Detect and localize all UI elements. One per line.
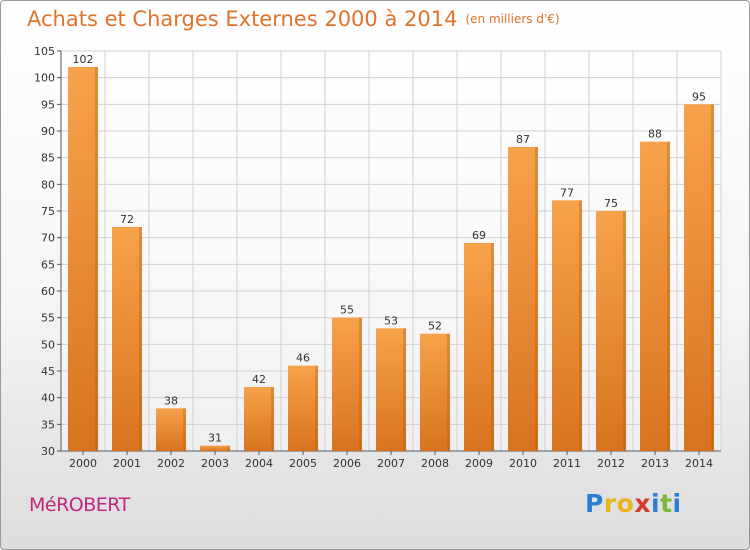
bar — [68, 67, 98, 451]
bar-shade — [402, 328, 406, 451]
bar-shade — [94, 67, 98, 451]
logo-letter: r — [603, 489, 617, 518]
data-label: 38 — [164, 394, 178, 407]
bar-shade — [490, 243, 494, 451]
bar — [156, 408, 186, 451]
data-label: 69 — [472, 229, 486, 242]
data-label: 55 — [340, 304, 354, 317]
x-tick-label: 2008 — [421, 457, 449, 470]
bar — [684, 104, 714, 451]
x-tick-label: 2011 — [553, 457, 581, 470]
y-tick-label: 80 — [41, 178, 55, 191]
bar-shade — [358, 317, 362, 451]
y-tick-label: 95 — [41, 98, 55, 111]
y-tick-label: 40 — [41, 392, 55, 405]
bar-shade — [622, 211, 626, 451]
commune-name: MéROBERT — [29, 494, 130, 516]
chart-title-text: Achats et Charges Externes 2000 à 2014 — [27, 7, 458, 31]
y-tick-label: 65 — [41, 258, 55, 271]
bars — [68, 67, 714, 451]
x-tick-label: 2012 — [597, 457, 625, 470]
bar — [244, 387, 274, 451]
chart-title: Achats et Charges Externes 2000 à 2014 (e… — [27, 7, 560, 31]
data-label: 53 — [384, 314, 398, 327]
bar — [640, 141, 670, 451]
data-label: 77 — [560, 186, 574, 199]
data-label: 102 — [73, 53, 94, 66]
bar — [508, 147, 538, 451]
bar-shade — [314, 365, 318, 451]
logo-letter: x — [634, 489, 651, 518]
y-tick-label: 90 — [41, 125, 55, 138]
x-tick-label: 2005 — [289, 457, 317, 470]
y-tick-label: 60 — [41, 285, 55, 298]
bar-shade — [270, 387, 274, 451]
y-tick-label: 30 — [41, 445, 55, 458]
x-tick-label: 2006 — [333, 457, 361, 470]
bar-shade — [534, 147, 538, 451]
y-tick-label: 50 — [41, 338, 55, 351]
x-tick-label: 2013 — [641, 457, 669, 470]
labels: 102 72 38 31 42 46 55 53 52 69 87 77 75 88 95 — [73, 53, 707, 445]
data-label: 52 — [428, 320, 442, 333]
data-label: 72 — [120, 213, 134, 226]
x-tick-label: 2001 — [113, 457, 141, 470]
y-tick-label: 75 — [41, 205, 55, 218]
bar-shade — [710, 104, 714, 451]
bar-shade — [578, 200, 582, 451]
logo-letter: i — [651, 489, 661, 518]
y-tick-label: 55 — [41, 312, 55, 325]
y-tick-label: 85 — [41, 152, 55, 165]
bar — [200, 445, 230, 451]
bar — [376, 328, 406, 451]
bar — [332, 317, 362, 451]
data-label: 31 — [208, 432, 222, 445]
logo-letter: t — [660, 489, 673, 518]
y-tick-label: 100 — [34, 72, 55, 85]
data-label: 95 — [692, 90, 706, 103]
data-label: 88 — [648, 128, 662, 141]
data-label: 87 — [516, 133, 530, 146]
x-tick-label: 2004 — [245, 457, 273, 470]
bar-shade — [666, 141, 670, 451]
x-tick-label: 2014 — [685, 457, 713, 470]
x-tick-label: 2003 — [201, 457, 229, 470]
bar — [464, 243, 494, 451]
x-tick-label: 2010 — [509, 457, 537, 470]
data-label: 75 — [604, 197, 618, 210]
data-label: 46 — [296, 352, 310, 365]
x-tick-label: 2007 — [377, 457, 405, 470]
bar-shade — [182, 408, 186, 451]
bar — [288, 365, 318, 451]
bar-shade — [226, 445, 230, 451]
bar — [552, 200, 582, 451]
chart-unit: (en milliers d'€) — [465, 12, 560, 26]
proxiti-logo[interactable]: Proxiti — [585, 489, 682, 518]
x-tick-label: 2002 — [157, 457, 185, 470]
logo-letter: P — [585, 489, 604, 518]
bar — [112, 227, 142, 451]
x-tick-label: 2000 — [69, 457, 97, 470]
y-tick-label: 70 — [41, 232, 55, 245]
data-label: 42 — [252, 373, 266, 386]
logo-letter: i — [672, 489, 682, 518]
y-tick-label: 105 — [34, 45, 55, 58]
bar — [420, 333, 450, 451]
logo-letter: o — [616, 489, 635, 518]
bar — [596, 211, 626, 451]
bar-shade — [446, 333, 450, 451]
x-tick-label: 2009 — [465, 457, 493, 470]
y-tick-label: 45 — [41, 365, 55, 378]
y-tick-label: 35 — [41, 418, 55, 431]
bar-shade — [138, 227, 142, 451]
